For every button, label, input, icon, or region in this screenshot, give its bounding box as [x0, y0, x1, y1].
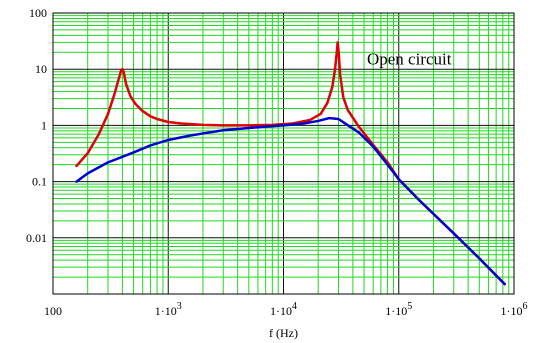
annotation-open-circuit: Open circuit: [367, 49, 452, 68]
plot-frame: [52, 12, 515, 295]
grid-lines: [53, 13, 514, 294]
series-line-2: [75, 116, 506, 286]
x-tick-label: 1·104: [270, 301, 297, 318]
x-tick-label: 100: [44, 304, 62, 318]
y-tick-label: 1: [41, 118, 47, 132]
tick-labels: 100 10 1 0.1 0.01 100 1·103 1·104 1·105 1·106: [26, 6, 528, 318]
y-tick-label: 0.1: [32, 175, 47, 189]
x-tick-label: 1·106: [501, 301, 528, 318]
x-tick-label: 1·105: [385, 301, 412, 318]
y-tick-label: 100: [29, 6, 47, 20]
x-axis-label: f (Hz): [269, 326, 298, 340]
y-tick-label: 10: [35, 62, 47, 76]
x-tick-label: 1·103: [155, 301, 182, 318]
series-layer: [75, 41, 506, 286]
y-tick-label: 0.01: [26, 231, 47, 245]
series-line-1: [75, 41, 506, 286]
